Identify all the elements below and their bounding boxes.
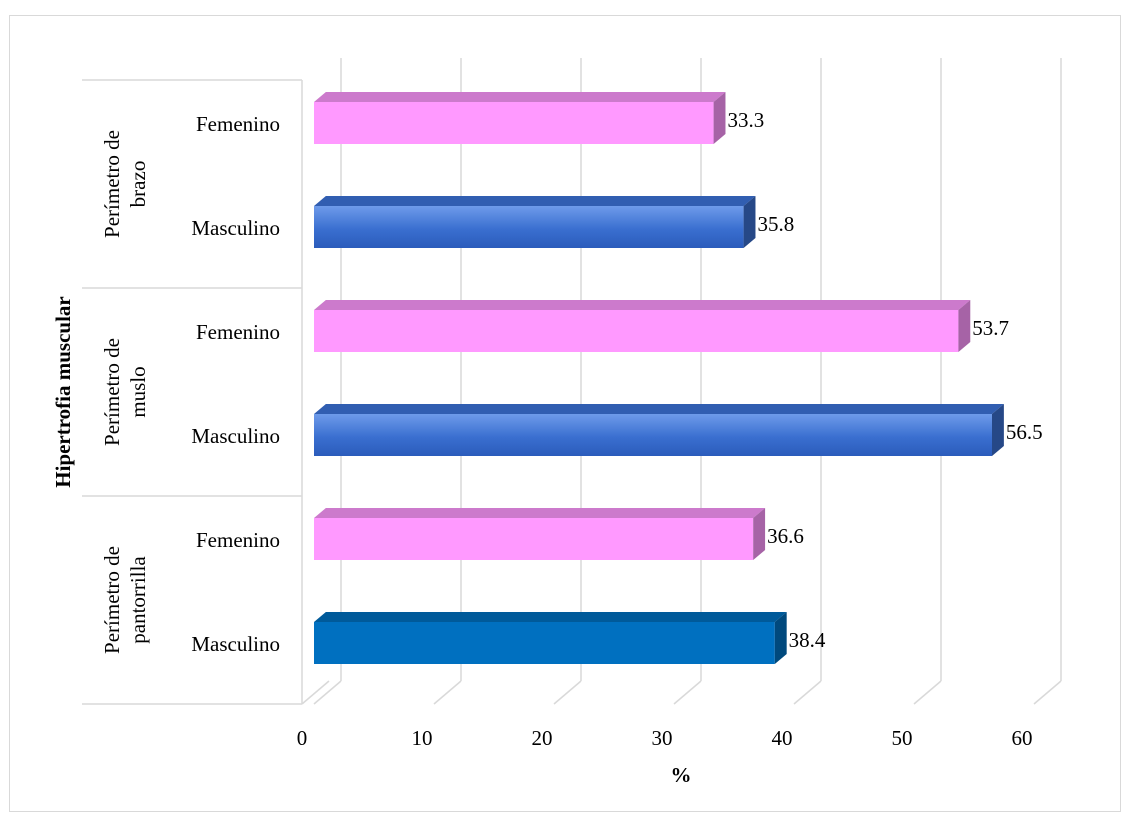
category-label-2: Femenino <box>196 320 280 344</box>
bar-side-face <box>743 196 756 248</box>
y-axis-title: Hipertrofia muscular <box>51 296 75 488</box>
value-label-0: 33.3 <box>727 108 764 132</box>
category-label-1: Masculino <box>191 216 280 240</box>
bar-4 <box>314 508 766 560</box>
x-tick-label-4: 40 <box>772 726 793 750</box>
bar-front-face <box>314 310 959 352</box>
x-tick-label-6: 60 <box>1012 726 1033 750</box>
category-label-0: Femenino <box>196 112 280 136</box>
bar-5 <box>314 612 787 664</box>
category-axis <box>82 79 330 705</box>
bar-top-face <box>314 612 787 622</box>
value-label-1: 35.8 <box>757 212 794 236</box>
bar-side-face <box>992 404 1004 456</box>
bar-1 <box>314 196 756 248</box>
floor-gridline-5 <box>913 680 942 705</box>
group-label-1: Perímetro demuslo <box>100 338 150 446</box>
bar-side-face <box>753 508 766 560</box>
bar-top-face <box>314 92 726 102</box>
bar-front-face <box>314 518 754 560</box>
bar-3 <box>314 404 1004 456</box>
group-label-0: Perímetro debrazo <box>100 130 150 238</box>
x-tick-label-3: 30 <box>652 726 673 750</box>
group-label-2: Perímetro depantorrilla <box>100 546 150 654</box>
floor-edge <box>301 680 330 705</box>
bar-top-face <box>314 508 766 518</box>
bar-0 <box>314 92 726 144</box>
category-label-3: Masculino <box>191 424 280 448</box>
floor-gridline-3 <box>673 680 702 705</box>
value-label-3: 56.5 <box>1006 420 1043 444</box>
bar-front-face <box>314 102 714 144</box>
group-label-line: muslo <box>126 366 150 417</box>
x-axis-title: % <box>671 763 692 787</box>
bar-side-face <box>713 92 726 144</box>
category-label-5: Masculino <box>191 632 280 656</box>
x-tick-label-0: 0 <box>297 726 308 750</box>
group-label-line: Perímetro de <box>100 338 124 446</box>
value-label-4: 36.6 <box>767 524 804 548</box>
bar-front-face <box>314 206 744 248</box>
bar-front-face <box>314 622 775 664</box>
floor-gridline-4 <box>793 680 822 705</box>
value-label-5: 38.4 <box>789 628 826 652</box>
floor-gridline-0 <box>313 680 342 705</box>
bar-2 <box>314 300 971 352</box>
value-label-2: 53.7 <box>972 316 1009 340</box>
group-label-line: Perímetro de <box>100 546 124 654</box>
group-label-line: pantorrilla <box>126 556 150 644</box>
group-label-line: Perímetro de <box>100 130 124 238</box>
bar-side-face <box>774 612 787 664</box>
bar-top-face <box>314 404 1004 414</box>
bar-side-face <box>958 300 971 352</box>
x-tick-label-2: 20 <box>532 726 553 750</box>
floor-gridline-6 <box>1033 680 1062 705</box>
bar-top-face <box>314 196 756 206</box>
bar-front-face <box>314 414 992 456</box>
x-tick-label-5: 50 <box>892 726 913 750</box>
floor-gridline-1 <box>433 680 462 705</box>
group-label-line: brazo <box>126 161 150 208</box>
bar-top-face <box>314 300 971 310</box>
category-label-4: Femenino <box>196 528 280 552</box>
floor-gridline-2 <box>553 680 582 705</box>
bars <box>314 92 1004 664</box>
x-tick-label-1: 10 <box>412 726 433 750</box>
gridlines <box>313 58 1062 705</box>
